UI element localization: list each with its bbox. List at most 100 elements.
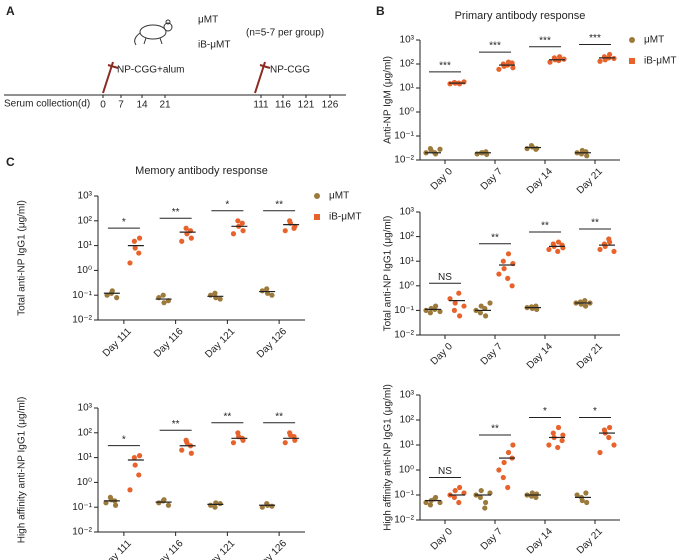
y-tick-label: 10⁻¹ (72, 502, 92, 513)
data-point (457, 313, 463, 319)
data-point (212, 290, 218, 296)
data-point (179, 447, 185, 453)
data-point (456, 290, 462, 296)
y-tick-label: 10⁻² (394, 330, 414, 341)
data-point (179, 238, 185, 244)
legend-marker (629, 37, 635, 43)
significance-label: ** (541, 221, 549, 232)
y-tick-label: 10¹ (400, 256, 415, 267)
y-tick-label: 10² (78, 427, 93, 438)
data-point (235, 218, 241, 224)
y-tick-label: 10⁰ (399, 280, 414, 291)
y-tick-label: 10⁰ (77, 265, 92, 276)
data-point (212, 504, 218, 510)
data-point (427, 310, 433, 316)
data-point (584, 499, 590, 506)
data-point (505, 484, 511, 491)
data-point (437, 499, 443, 506)
data-point (427, 145, 433, 152)
legend-label: μMT (329, 191, 349, 202)
data-point (423, 499, 429, 506)
data-point (183, 437, 189, 443)
data-point (528, 304, 535, 310)
significance-label: *** (489, 41, 501, 52)
data-point (269, 503, 275, 509)
data-point (437, 308, 443, 315)
significance-label: ** (275, 199, 283, 210)
x-tick-label: Day 0 (429, 526, 456, 553)
x-tick-label: Day 7 (479, 166, 506, 193)
data-point (611, 442, 617, 448)
legend-marker (629, 58, 635, 64)
data-point (555, 239, 562, 245)
data-point (156, 500, 162, 506)
data-point (500, 474, 506, 481)
data-point (127, 487, 133, 493)
data-point (427, 502, 433, 508)
data-point (131, 455, 137, 461)
data-point (457, 484, 463, 491)
y-tick-label: 10⁻² (72, 527, 92, 538)
data-point (550, 241, 556, 247)
data-point (500, 61, 506, 67)
y-tick-label: 10⁻² (394, 155, 414, 166)
data-point (235, 430, 241, 436)
data-point (165, 502, 172, 508)
data-point (501, 459, 507, 466)
significance-label: * (122, 434, 126, 445)
x-tick-label: Day 116 (152, 326, 186, 360)
data-point (217, 296, 223, 302)
data-point (496, 66, 502, 72)
data-point (550, 430, 556, 436)
timeline-day: 0 (100, 100, 106, 111)
legend-label: iB-μMT (644, 56, 676, 67)
y-tick-label: 10¹ (78, 452, 93, 463)
y-tick-label: 10³ (78, 191, 93, 202)
data-point (461, 490, 467, 496)
data-point (161, 300, 167, 306)
data-point (239, 220, 245, 226)
data-point (447, 296, 453, 302)
data-point (528, 142, 535, 149)
data-point (524, 145, 530, 152)
chart-title: Memory antibody response (135, 165, 268, 177)
data-point (555, 424, 562, 431)
data-point (132, 245, 138, 251)
data-point (103, 500, 109, 506)
significance-label: ** (591, 218, 599, 229)
data-point (452, 300, 458, 306)
y-axis-label: Total anti-NP IgG1 (μg/ml) (17, 200, 28, 316)
data-point (188, 235, 194, 241)
data-point (447, 81, 453, 87)
data-point (451, 494, 457, 501)
y-tick-label: 10⁻¹ (72, 290, 92, 301)
significance-label: * (122, 217, 126, 228)
chart-title: Primary antibody response (455, 10, 586, 22)
data-point (597, 58, 603, 64)
data-point (269, 292, 275, 298)
timeline-day: 111 (253, 100, 269, 111)
y-tick-label: 10¹ (78, 240, 93, 251)
significance-label: ** (491, 232, 499, 243)
data-point (127, 260, 133, 266)
data-point (474, 151, 480, 157)
data-point (547, 59, 553, 65)
x-tick-label: Day 111 (101, 326, 134, 359)
y-tick-label: 10⁰ (399, 465, 414, 476)
data-point (291, 225, 297, 231)
significance-label: ** (172, 419, 180, 430)
data-point (509, 283, 515, 289)
panel-label: C (6, 155, 15, 169)
y-tick-label: 10⁻¹ (394, 131, 414, 142)
mouse-icon (134, 19, 173, 46)
legend-marker (314, 193, 320, 199)
data-point (451, 79, 457, 86)
data-point (240, 228, 246, 234)
significance-label: NS (438, 466, 452, 477)
data-point (287, 430, 293, 436)
data-point (136, 235, 143, 241)
data-point (606, 434, 612, 441)
data-point (183, 225, 189, 231)
y-tick-label: 10⁻¹ (394, 490, 414, 501)
y-tick-label: 10³ (400, 35, 415, 46)
